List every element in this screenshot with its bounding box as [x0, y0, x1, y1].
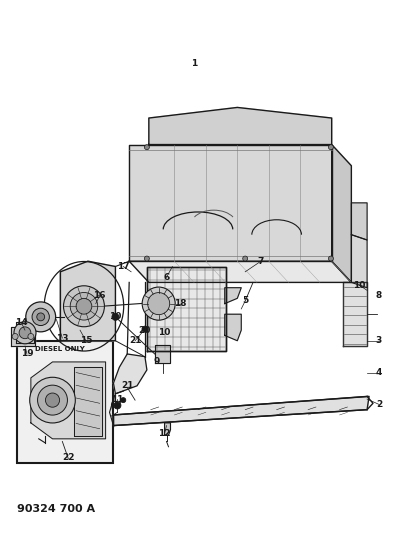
Circle shape: [37, 313, 45, 321]
Text: 8: 8: [376, 291, 382, 300]
Text: 1: 1: [191, 60, 197, 68]
Text: 12: 12: [158, 429, 171, 438]
Circle shape: [145, 145, 149, 150]
Text: 10: 10: [353, 280, 366, 289]
Circle shape: [19, 327, 31, 338]
Text: 9: 9: [154, 358, 160, 367]
Polygon shape: [165, 423, 170, 435]
Polygon shape: [225, 314, 241, 341]
Polygon shape: [147, 266, 226, 351]
Text: 3: 3: [376, 336, 382, 345]
Text: 10: 10: [158, 328, 171, 337]
Text: 4: 4: [376, 368, 382, 377]
Polygon shape: [225, 288, 241, 304]
Polygon shape: [114, 354, 147, 394]
Polygon shape: [351, 203, 367, 240]
Text: 6: 6: [164, 272, 169, 281]
Circle shape: [114, 402, 121, 409]
Circle shape: [328, 256, 333, 261]
Polygon shape: [129, 261, 351, 282]
Text: 90324 700 A: 90324 700 A: [17, 504, 95, 514]
Text: 11: 11: [111, 394, 124, 403]
Text: 16: 16: [93, 291, 106, 300]
Polygon shape: [155, 345, 170, 363]
Circle shape: [142, 287, 175, 320]
Polygon shape: [74, 367, 102, 436]
Circle shape: [76, 298, 92, 314]
Bar: [17, 341, 114, 463]
Text: 22: 22: [62, 453, 74, 462]
Text: 18: 18: [174, 299, 187, 308]
Circle shape: [142, 326, 148, 332]
Polygon shape: [129, 144, 332, 261]
Circle shape: [328, 145, 333, 150]
Circle shape: [63, 286, 105, 327]
Circle shape: [46, 393, 59, 407]
Circle shape: [12, 334, 18, 340]
Polygon shape: [114, 397, 369, 425]
Circle shape: [145, 256, 149, 261]
Circle shape: [112, 313, 119, 320]
Polygon shape: [351, 235, 367, 288]
Text: 17: 17: [117, 262, 129, 271]
Circle shape: [148, 293, 170, 314]
Circle shape: [28, 334, 34, 340]
Circle shape: [70, 293, 98, 320]
Text: 21: 21: [129, 336, 141, 345]
Polygon shape: [60, 261, 115, 341]
Polygon shape: [332, 144, 351, 282]
Text: 21: 21: [121, 381, 133, 390]
Polygon shape: [31, 362, 106, 439]
Text: 5: 5: [242, 296, 248, 305]
Polygon shape: [343, 282, 367, 346]
Circle shape: [32, 308, 50, 326]
Text: 14: 14: [15, 318, 27, 327]
Circle shape: [38, 385, 67, 415]
Text: 7: 7: [258, 257, 264, 265]
Text: 19: 19: [21, 350, 33, 359]
Polygon shape: [149, 108, 332, 144]
Text: DIESEL ONLY: DIESEL ONLY: [35, 346, 85, 352]
Polygon shape: [11, 327, 35, 346]
Text: 10: 10: [109, 312, 122, 321]
Text: 13: 13: [56, 334, 69, 343]
Circle shape: [30, 377, 75, 423]
Circle shape: [14, 322, 36, 344]
Circle shape: [26, 302, 56, 332]
Text: 2: 2: [376, 400, 382, 409]
Text: 20: 20: [139, 326, 151, 335]
Text: 15: 15: [80, 336, 92, 345]
Circle shape: [243, 256, 248, 261]
Circle shape: [121, 398, 126, 402]
